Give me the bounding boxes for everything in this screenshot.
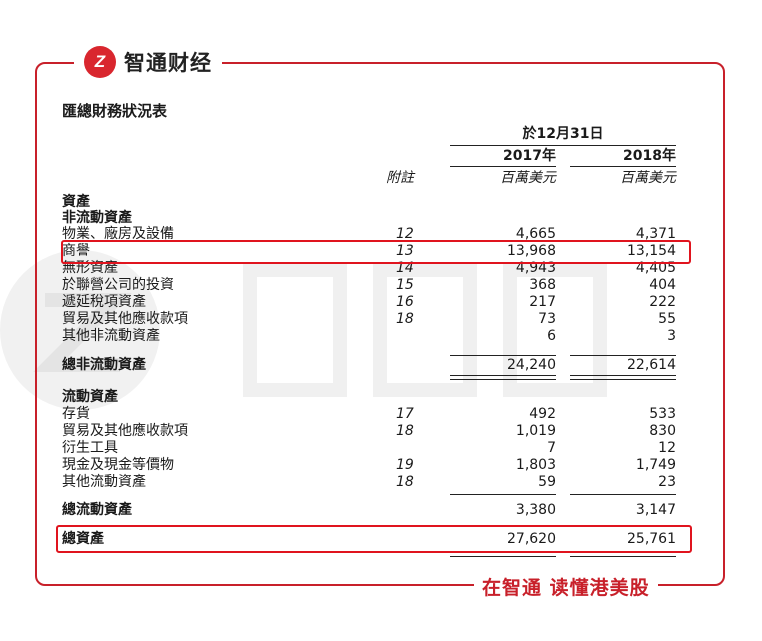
value-2018: 533 xyxy=(649,406,676,422)
logo-mark-icon: Z xyxy=(84,46,116,78)
row-label: 其他流動資產 xyxy=(62,474,146,490)
value-2017: 59 xyxy=(538,474,556,490)
content-frame xyxy=(35,62,725,586)
row-label: 總資產 xyxy=(62,531,104,547)
highlight-total-assets xyxy=(56,525,692,553)
row-label: 存貨 xyxy=(62,406,90,422)
year-2017-rule xyxy=(450,166,556,167)
row-note: 13 xyxy=(396,243,414,259)
row-note: 18 xyxy=(396,423,414,439)
row-label: 無形資產 xyxy=(62,260,118,276)
unit-2017: 百萬美元 xyxy=(500,170,556,186)
period-header: 於12月31日 xyxy=(522,126,604,142)
value-2018: 1,749 xyxy=(635,457,676,473)
highlight-goodwill xyxy=(61,240,691,264)
subtotal-rule xyxy=(450,355,556,356)
value-2018: 404 xyxy=(649,277,676,293)
value-2018: 222 xyxy=(649,294,676,310)
row-label: 現金及現金等價物 xyxy=(62,457,174,473)
subtotal-rule xyxy=(570,494,676,495)
row-note: 12 xyxy=(396,226,414,242)
value-2017: 13,968 xyxy=(507,243,556,259)
row-label: 其他非流動資產 xyxy=(62,328,160,344)
value-2018: 22,614 xyxy=(627,357,676,373)
row-label: 流動資產 xyxy=(62,389,118,405)
value-2018: 4,405 xyxy=(635,260,676,276)
brand-logo: Z 智通财经 xyxy=(74,44,222,80)
year-2018-rule xyxy=(570,166,676,167)
row-label: 商譽 xyxy=(62,243,90,259)
value-2017: 6 xyxy=(547,328,556,344)
row-note: 18 xyxy=(396,474,414,490)
value-2018: 3,147 xyxy=(635,502,676,518)
row-label: 總流動資產 xyxy=(62,502,132,518)
row-label: 遞延稅項資產 xyxy=(62,294,146,310)
value-2017: 368 xyxy=(529,277,556,293)
row-label: 貿易及其他應收款項 xyxy=(62,311,188,327)
row-label: 總非流動資產 xyxy=(62,357,146,373)
value-2017: 7 xyxy=(547,440,556,456)
subtotal-rule xyxy=(570,355,676,356)
row-label: 非流動資產 xyxy=(62,210,132,226)
header-rule xyxy=(450,145,676,146)
unit-2018: 百萬美元 xyxy=(620,170,676,186)
value-2017: 492 xyxy=(529,406,556,422)
row-note: 18 xyxy=(396,311,414,327)
value-2017: 1,803 xyxy=(515,457,556,473)
row-label: 貿易及其他應收款項 xyxy=(62,423,188,439)
value-2018: 830 xyxy=(649,423,676,439)
value-2017: 27,620 xyxy=(507,531,556,547)
value-2017: 4,943 xyxy=(515,260,556,276)
value-2017: 3,380 xyxy=(515,502,556,518)
note-header: 附註 xyxy=(386,170,414,186)
value-2018: 3 xyxy=(667,328,676,344)
value-2018: 12 xyxy=(658,440,676,456)
value-2018: 25,761 xyxy=(627,531,676,547)
value-2018: 4,371 xyxy=(635,226,676,242)
year-2018-header: 2018年 xyxy=(623,148,676,164)
double-rule xyxy=(450,375,556,380)
double-rule xyxy=(570,375,676,380)
value-2018: 13,154 xyxy=(627,243,676,259)
row-note: 15 xyxy=(396,277,414,293)
value-2017: 4,665 xyxy=(515,226,556,242)
slogan: 在智通 读懂港美股 xyxy=(474,573,658,600)
row-note: 19 xyxy=(396,457,414,473)
year-2017-header: 2017年 xyxy=(503,148,556,164)
subtotal-rule xyxy=(450,494,556,495)
row-label: 衍生工具 xyxy=(62,440,118,456)
value-2017: 73 xyxy=(538,311,556,327)
row-label: 物業、廠房及設備 xyxy=(62,226,174,242)
value-2018: 55 xyxy=(658,311,676,327)
logo-text: 智通财经 xyxy=(124,51,212,75)
row-note: 17 xyxy=(396,406,414,422)
value-2017: 24,240 xyxy=(507,357,556,373)
row-note: 16 xyxy=(396,294,414,310)
value-2017: 217 xyxy=(529,294,556,310)
value-2018: 23 xyxy=(658,474,676,490)
page-title: 匯總財務狀況表 xyxy=(62,102,168,120)
row-label: 資產 xyxy=(62,194,90,210)
value-2017: 1,019 xyxy=(515,423,556,439)
row-label: 於聯營公司的投資 xyxy=(62,277,174,293)
watermark-logo-icon xyxy=(0,250,607,410)
row-note: 14 xyxy=(396,260,414,276)
